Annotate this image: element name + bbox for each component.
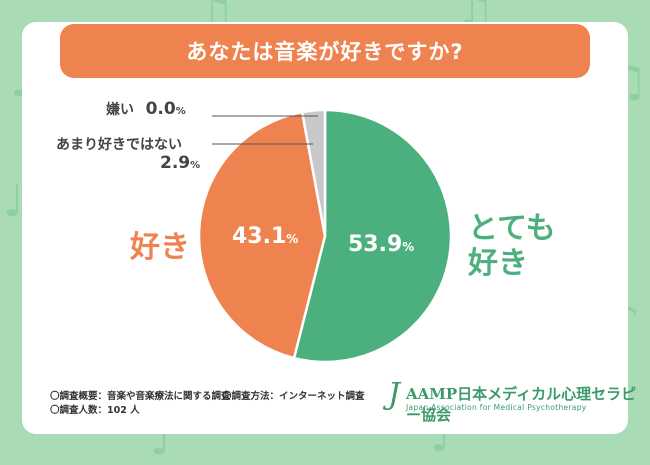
percent-sign: % [190, 160, 201, 171]
percent-sign: % [175, 106, 186, 117]
survey-overview: 〇調査概要：音楽や音楽療法に関する調査 [50, 391, 231, 402]
percent-sign: % [402, 240, 415, 254]
category-label-love-line2: 好き [468, 245, 528, 281]
association-logo: J [388, 377, 401, 412]
music-note-icon: ♩ [3, 176, 24, 227]
percent-sign: % [286, 232, 299, 246]
category-label-dislike: 嫌い 0.0% [106, 99, 186, 119]
survey-method: 〇調査方法：インターネット調査 [222, 391, 365, 402]
slice-value-like: 43.1% [232, 224, 298, 249]
notmuch-value-wrap: 2.9% [160, 153, 200, 173]
slice-value-like-number: 43.1 [232, 224, 287, 249]
survey-count: 〇調査人数：102 人 [50, 405, 140, 416]
category-label-notmuch: あまり好きではない [56, 137, 182, 153]
category-label-love-line1: とても [468, 211, 556, 246]
pie-chart [197, 108, 453, 364]
association-english-name: Japan Association for Medical Psychother… [406, 403, 587, 412]
notmuch-value: 2.9 [160, 153, 191, 173]
slice-value-love: 53.9% [348, 232, 414, 257]
dislike-value: 0.0 [145, 99, 176, 119]
association-name: AAMP日本メディカル心理セラピー協会 [406, 385, 637, 424]
slice-love [292, 108, 453, 364]
slice-notmuch [300, 108, 327, 237]
dislike-name: 嫌い [106, 102, 134, 118]
category-label-like: 好き [130, 230, 190, 265]
chart-title: あなたは音楽が好きですか? [60, 24, 590, 78]
slice-value-love-number: 53.9 [348, 232, 403, 257]
slice-like [197, 110, 327, 360]
category-label-love: とても 好き [468, 211, 556, 281]
